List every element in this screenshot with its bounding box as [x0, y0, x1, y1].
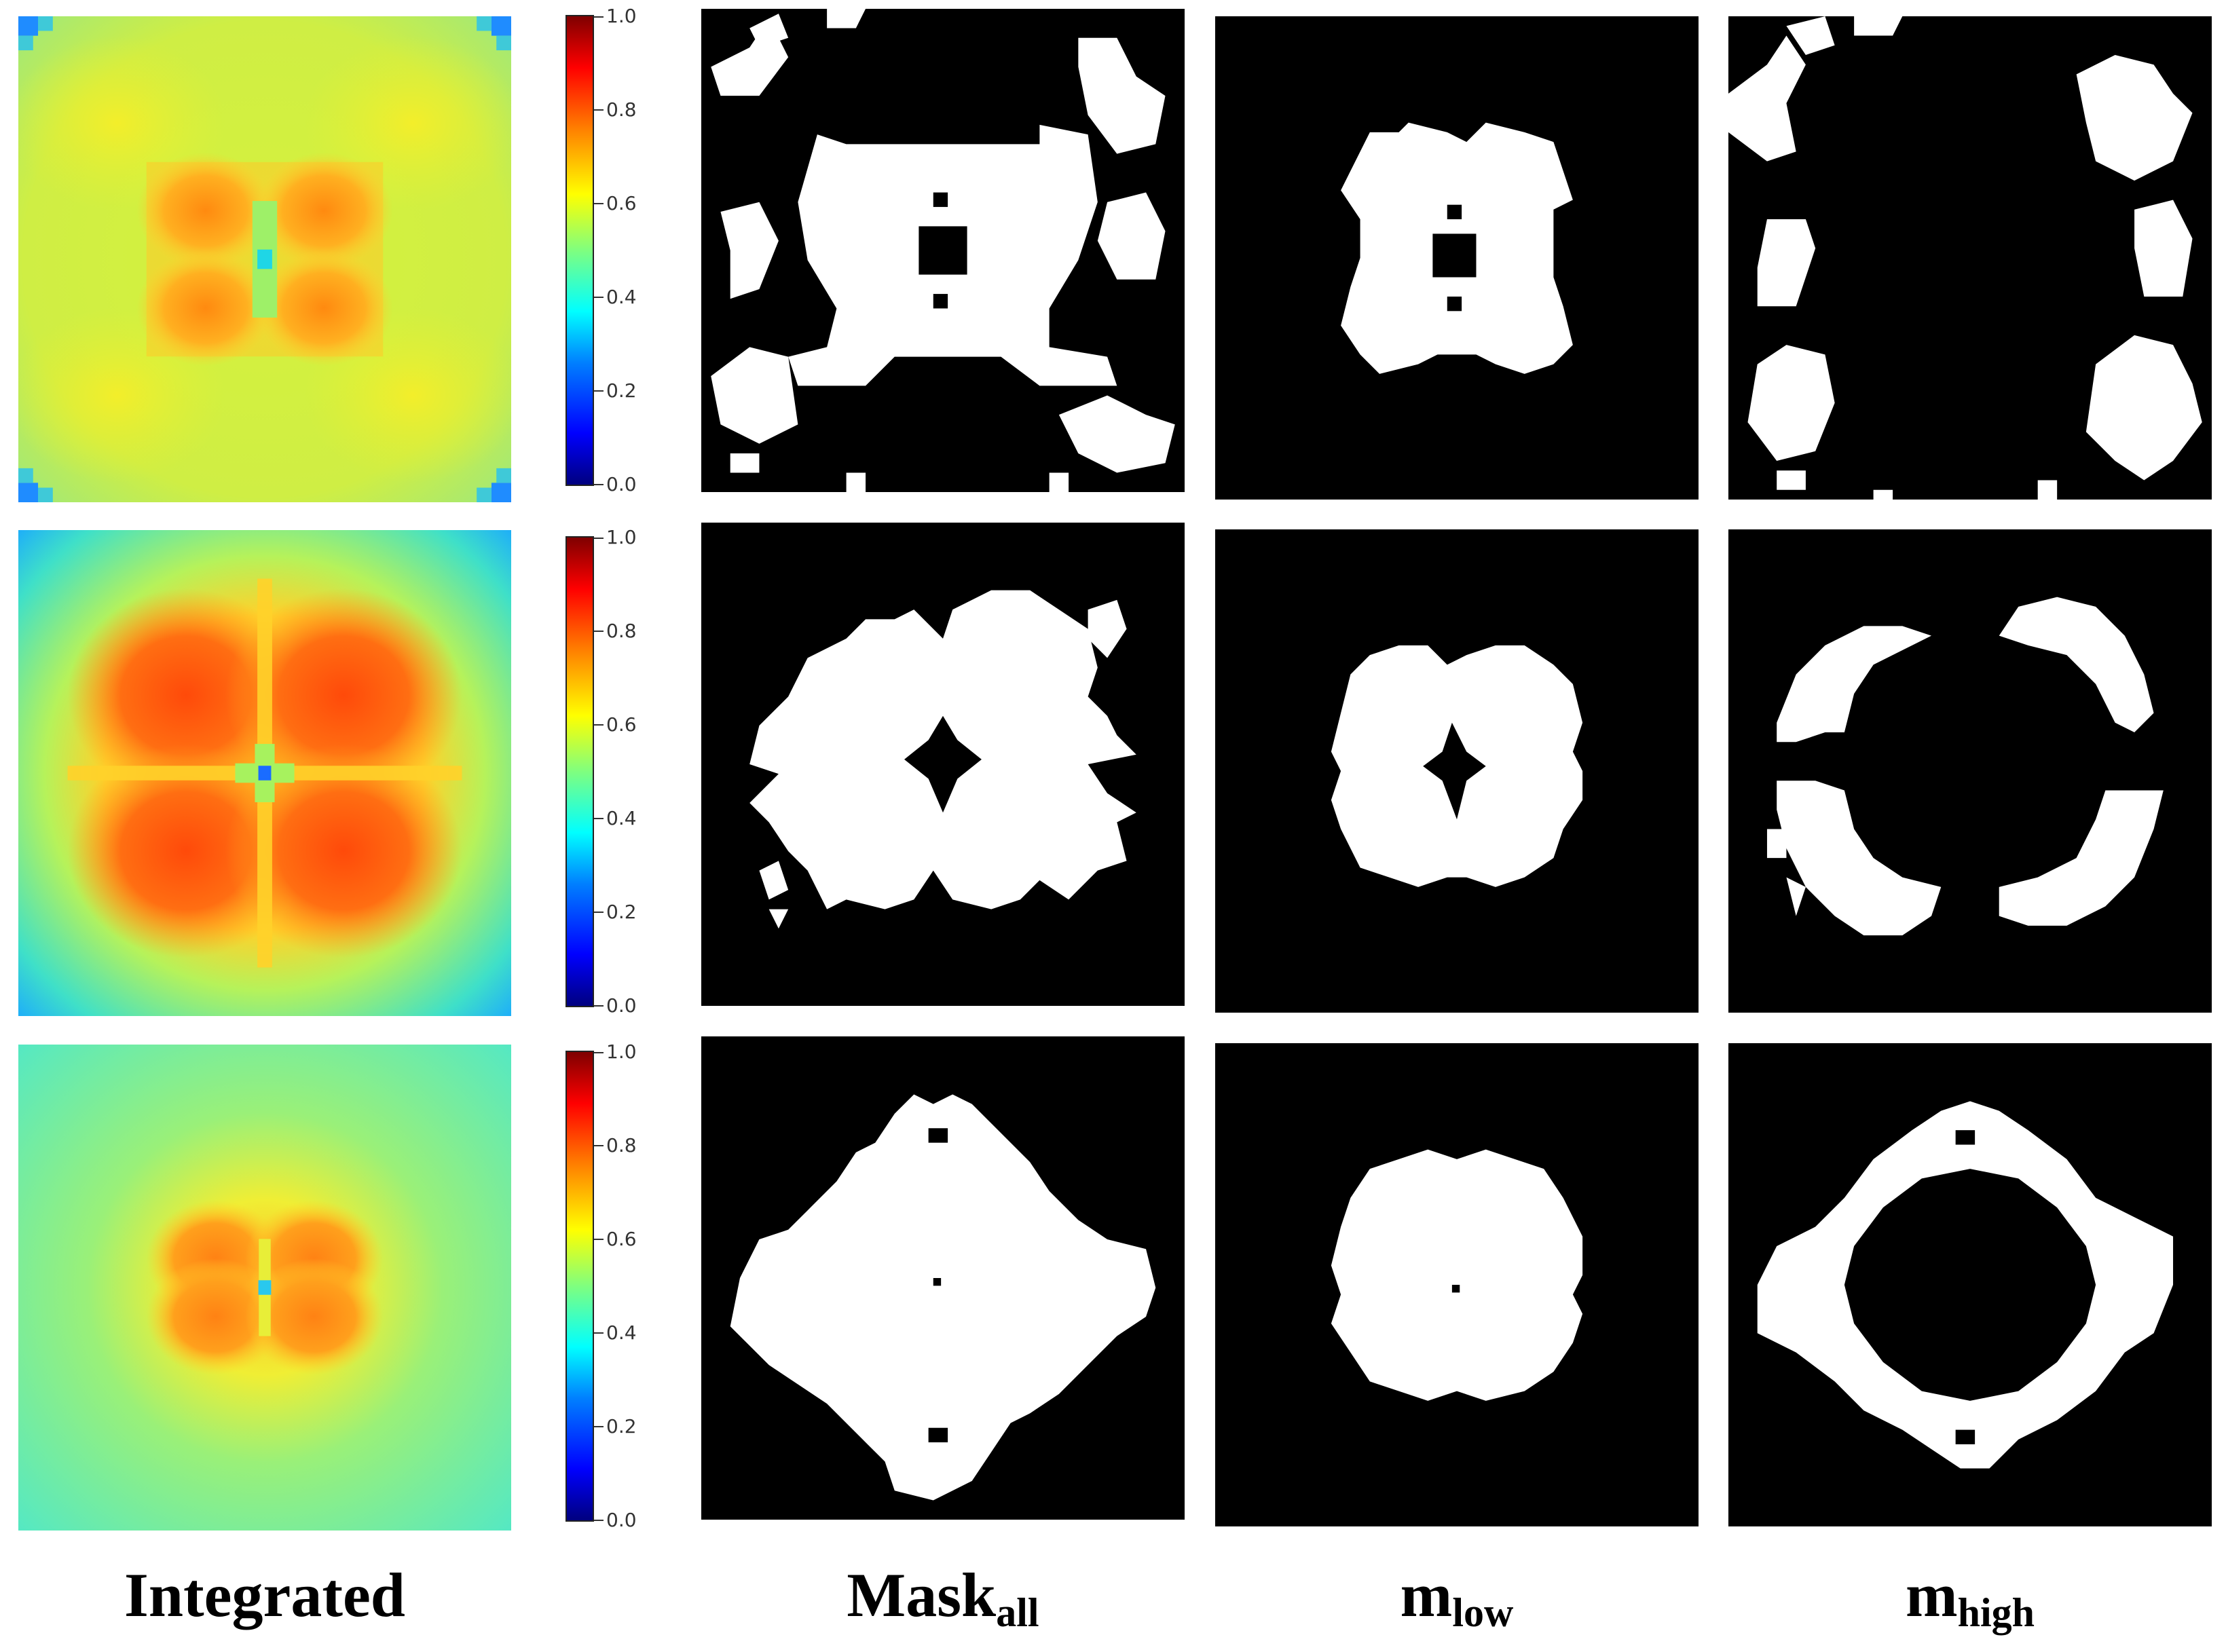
- colorbar-tick: [594, 1332, 604, 1334]
- column-label-m-low: mlow: [1400, 1561, 1514, 1647]
- column-label-subscript: high: [1957, 1590, 2035, 1635]
- colorbar-tick-label: 1.0: [606, 1040, 637, 1063]
- colorbar-tick: [594, 818, 604, 819]
- colorbar-tick: [594, 1052, 604, 1053]
- colorbar-tick: [594, 16, 604, 18]
- colorbar-tick: [594, 390, 604, 392]
- column-label-main: m: [1905, 1560, 1958, 1630]
- colorbar-tick-label: 0.0: [606, 473, 637, 495]
- colorbar-tick-label: 0.2: [606, 379, 637, 402]
- colorbar-tick: [594, 1005, 604, 1007]
- colorbar-tick-label: 0.8: [606, 1134, 637, 1157]
- column-label-main: Mask: [847, 1560, 997, 1630]
- column-label-integrated: Integrated: [124, 1561, 405, 1629]
- colorbar-tick: [594, 1145, 604, 1146]
- colorbar-tick: [594, 1426, 604, 1427]
- colorbar-tick: [594, 203, 604, 204]
- colorbar-tick-label: 0.4: [606, 807, 637, 829]
- integrated-heatmap-row-1: [18, 16, 511, 502]
- colorbar-tick-label: 0.6: [606, 1228, 637, 1250]
- colorbar-tick-label: 0.8: [606, 98, 637, 121]
- colorbar-tick: [594, 297, 604, 298]
- integrated-heatmap-row-3: [18, 1045, 511, 1531]
- column-label-mask-all: Maskall: [847, 1561, 1039, 1647]
- colorbar-row-2: 0.0 0.2 0.4 0.6 0.8 1.0: [565, 528, 637, 1015]
- colorbar-tick-label: 1.0: [606, 5, 637, 27]
- mask-all-row-1: [701, 9, 1185, 492]
- colorbar-tick-label: 0.0: [606, 994, 637, 1017]
- colorbar-tick: [594, 1520, 604, 1521]
- colorbar-tick-label: 0.4: [606, 1321, 637, 1344]
- colorbar-tick: [594, 538, 604, 539]
- colorbar-tick-label: 0.2: [606, 1415, 637, 1438]
- colorbar-tick: [594, 1239, 604, 1240]
- mask-all-row-3: [701, 1036, 1185, 1520]
- colorbar-tick: [594, 484, 604, 485]
- colorbar-row-3: 0.0 0.2 0.4 0.6 0.8 1.0: [565, 1043, 637, 1530]
- m-high-row-3: [1728, 1043, 2212, 1526]
- colorbar-tick-label: 0.0: [606, 1509, 637, 1531]
- mask-all-row-2: [701, 523, 1185, 1006]
- m-low-row-3: [1215, 1043, 1699, 1526]
- integrated-heatmap-row-2: [18, 530, 511, 1016]
- column-label-main: Integrated: [124, 1560, 405, 1630]
- colorbar-row-1: 0.0 0.2 0.4 0.6 0.8 1.0: [565, 7, 637, 494]
- column-label-subscript: low: [1452, 1590, 1514, 1635]
- colorbar-tick: [594, 724, 604, 726]
- column-label-main: m: [1400, 1560, 1453, 1630]
- colorbar-tick: [594, 912, 604, 913]
- colorbar-tick-label: 1.0: [606, 526, 637, 548]
- colorbar-tick-label: 0.2: [606, 901, 637, 923]
- colorbar-tick-label: 0.6: [606, 713, 637, 736]
- m-high-row-1: [1728, 16, 2212, 500]
- column-label-subscript: all: [996, 1590, 1039, 1635]
- colorbar-tick-label: 0.4: [606, 286, 637, 308]
- column-label-m-high: mhigh: [1906, 1561, 2035, 1647]
- m-high-row-2: [1728, 529, 2212, 1013]
- colorbar-tick: [594, 109, 604, 111]
- m-low-row-2: [1215, 529, 1699, 1013]
- colorbar-tick-label: 0.8: [606, 620, 637, 642]
- colorbar-tick: [594, 631, 604, 632]
- colorbar-tick-label: 0.6: [606, 192, 637, 214]
- m-low-row-1: [1215, 16, 1699, 500]
